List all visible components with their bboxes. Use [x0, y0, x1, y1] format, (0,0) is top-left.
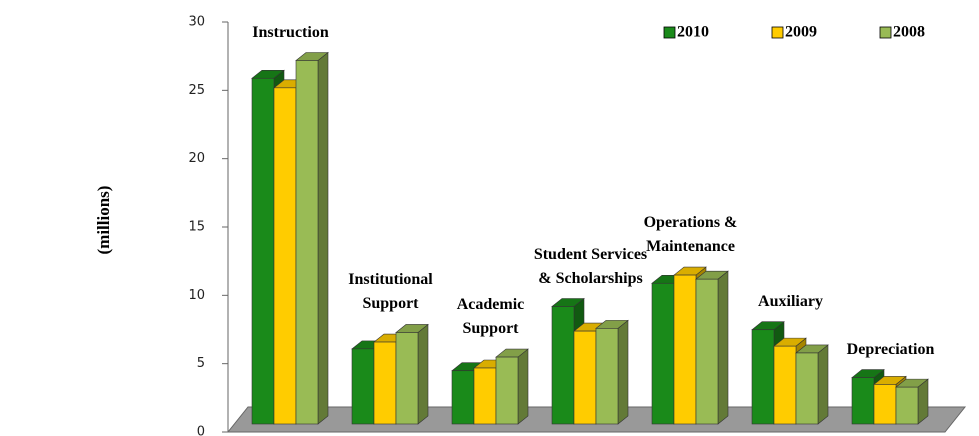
- y-tick-label: 5: [197, 356, 205, 371]
- y-tick-label: 20: [188, 151, 205, 166]
- bar-front: [573, 330, 597, 425]
- legend-swatch: [663, 26, 676, 39]
- bar-side: [717, 270, 729, 425]
- bar-front: [495, 356, 519, 425]
- bar-front: [851, 377, 875, 425]
- bar-front: [751, 329, 775, 425]
- y-axis-label: (millions): [94, 186, 113, 255]
- y-tick-label: 30: [188, 15, 205, 30]
- category-label: Academic Support: [456, 296, 525, 338]
- bar-side: [817, 344, 829, 425]
- bar-front: [395, 332, 419, 425]
- bar: [595, 319, 629, 425]
- bar-front: [673, 274, 697, 425]
- legend-label: 2008: [893, 24, 925, 41]
- category-label: Instruction: [252, 23, 329, 41]
- bar: [295, 51, 329, 425]
- bar-front: [351, 348, 375, 425]
- bar-front: [773, 345, 797, 425]
- legend-label: 2009: [785, 24, 817, 41]
- bar-front: [595, 328, 619, 425]
- bar-front: [251, 77, 275, 425]
- bar-front: [695, 278, 719, 425]
- bar-side: [617, 319, 629, 425]
- bar-front: [373, 341, 397, 425]
- y-tick-label: 25: [188, 83, 205, 98]
- category-label: Institutional Support: [348, 271, 433, 313]
- legend-swatch: [879, 26, 892, 39]
- bar: [395, 323, 429, 425]
- bar-front: [895, 386, 919, 425]
- bar-side: [517, 348, 529, 425]
- category-label: Depreciation: [846, 340, 935, 358]
- bar-front: [651, 282, 675, 425]
- bar-front: [295, 60, 319, 425]
- bar-front: [451, 370, 475, 425]
- bar-side: [417, 323, 429, 425]
- bar: [895, 378, 929, 425]
- y-tick-label: 10: [188, 288, 205, 303]
- bar-front: [551, 306, 575, 425]
- bar-front: [795, 352, 819, 425]
- bar: [695, 270, 729, 425]
- bar: [795, 344, 829, 425]
- bar: [495, 348, 529, 425]
- y-tick-label: 0: [197, 425, 205, 436]
- category-label: Student Services & Scholarships: [533, 245, 648, 287]
- legend-label: 2010: [677, 24, 709, 41]
- bar-front: [873, 384, 897, 425]
- legend-swatch: [771, 26, 784, 39]
- bar-front: [273, 87, 297, 425]
- bar-front: [473, 367, 497, 425]
- category-label: Operations & Maintenance: [643, 214, 738, 256]
- category-label: Auxiliary: [758, 292, 823, 310]
- y-tick-label: 15: [188, 220, 205, 235]
- bar-side: [317, 51, 329, 425]
